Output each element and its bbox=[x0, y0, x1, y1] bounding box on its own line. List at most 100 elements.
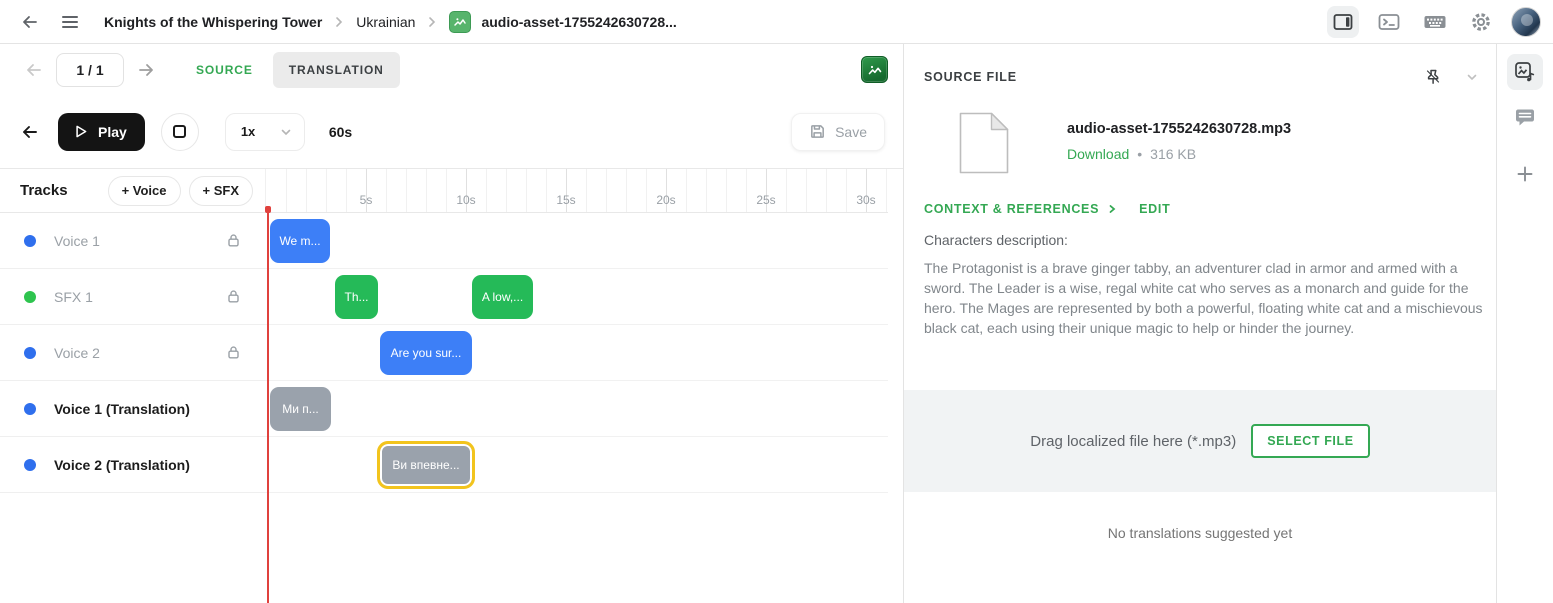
ruler-tick bbox=[766, 169, 767, 212]
player-bar: Play 1x 60s Save bbox=[0, 95, 903, 168]
tab-source[interactable]: SOURCE bbox=[196, 62, 253, 77]
timeline-clip[interactable]: Are you sur... bbox=[380, 331, 472, 375]
playhead-handle[interactable] bbox=[265, 206, 271, 213]
file-size: 316 KB bbox=[1150, 146, 1197, 162]
edit-link[interactable]: EDIT bbox=[1139, 202, 1171, 216]
chevron-right-icon bbox=[425, 15, 439, 29]
speed-value: 1x bbox=[240, 124, 256, 139]
topbar-actions bbox=[1327, 5, 1541, 38]
ruler-label: 25s bbox=[756, 193, 776, 207]
menu-icon[interactable] bbox=[54, 6, 86, 38]
side-panel-toggle-button[interactable] bbox=[1327, 5, 1359, 38]
prev-page-button[interactable] bbox=[22, 58, 46, 82]
select-file-button[interactable]: SELECT FILE bbox=[1251, 424, 1370, 458]
play-label: Play bbox=[98, 123, 127, 140]
ruler-label: 30s bbox=[856, 193, 876, 207]
comments-tab[interactable] bbox=[1507, 100, 1543, 136]
stop-button[interactable] bbox=[160, 112, 199, 151]
keyboard-icon[interactable] bbox=[1419, 6, 1451, 38]
file-drop-zone[interactable]: Drag localized file here (*.mp3) SELECT … bbox=[904, 390, 1496, 492]
breadcrumb-asset[interactable]: audio-asset-1755242630728... bbox=[481, 13, 677, 30]
stop-icon bbox=[173, 125, 187, 138]
right-rail bbox=[1496, 44, 1553, 603]
playhead[interactable] bbox=[265, 206, 271, 603]
track-row[interactable]: Voice 1 bbox=[0, 213, 265, 269]
characters-description-label: Characters description: bbox=[924, 232, 1068, 248]
add-sfx-button[interactable]: + SFX bbox=[188, 175, 253, 206]
next-page-button[interactable] bbox=[134, 58, 158, 82]
play-icon bbox=[76, 125, 87, 138]
playback-speed-select[interactable]: 1x bbox=[224, 112, 305, 151]
track-color-dot bbox=[24, 402, 36, 415]
duration-label: 60s bbox=[328, 123, 353, 140]
pin-icon[interactable] bbox=[1424, 68, 1442, 86]
ruler-tick bbox=[426, 169, 427, 212]
separator: • bbox=[1137, 146, 1143, 162]
timeline-clip[interactable]: Th... bbox=[335, 275, 378, 319]
timeline-clip[interactable]: Ви впевне... bbox=[377, 441, 475, 489]
breadcrumb-language[interactable]: Ukrainian bbox=[356, 13, 416, 30]
timeline-lane[interactable] bbox=[265, 213, 888, 269]
add-voice-button[interactable]: + Voice bbox=[107, 175, 181, 206]
asset-thumbnail-icon[interactable] bbox=[861, 56, 888, 83]
track-list: Voice 1 SFX 1 Voice 2 Voice 1 (Translation)… bbox=[0, 213, 265, 493]
timeline-ruler[interactable]: 5s 10s 15s 20s 25s 30s bbox=[265, 169, 888, 213]
save-icon bbox=[811, 125, 825, 138]
timeline-clip[interactable]: Ми п... bbox=[270, 387, 331, 431]
save-button[interactable]: Save bbox=[791, 112, 885, 151]
tracks-title: Tracks bbox=[20, 182, 68, 199]
timeline-lane[interactable] bbox=[265, 437, 888, 493]
track-row[interactable]: Voice 2 bbox=[0, 325, 265, 381]
play-button[interactable]: Play bbox=[58, 112, 145, 151]
ruler-tick bbox=[886, 169, 887, 212]
add-panel-button[interactable] bbox=[1515, 164, 1535, 184]
track-color-dot bbox=[24, 290, 36, 303]
ruler-tick bbox=[366, 169, 367, 212]
context-references-link[interactable]: CONTEXT & REFERENCES bbox=[924, 202, 1100, 216]
save-label: Save bbox=[835, 123, 867, 140]
media-audio-tab[interactable] bbox=[1507, 54, 1543, 90]
collapse-chevron-icon[interactable] bbox=[1466, 71, 1478, 83]
track-color-dot bbox=[24, 458, 36, 471]
timeline-canvas[interactable]: 5s 10s 15s 20s 25s 30s We m... Th... A low,... A… bbox=[265, 169, 903, 603]
gear-icon[interactable] bbox=[1465, 6, 1497, 38]
back-to-start-button[interactable] bbox=[20, 122, 40, 142]
ruler-tick bbox=[586, 169, 587, 212]
ruler-tick bbox=[506, 169, 507, 212]
ruler-tick bbox=[546, 169, 547, 212]
drop-hint: Drag localized file here (*.mp3) bbox=[1030, 432, 1237, 450]
editor-area: 1 / 1 SOURCE TRANSLATION Play bbox=[0, 44, 904, 603]
track-row[interactable]: SFX 1 bbox=[0, 269, 265, 325]
ruler-tick bbox=[566, 169, 567, 212]
track-row[interactable]: Voice 2 (Translation) bbox=[0, 437, 265, 493]
breadcrumb-project[interactable]: Knights of the Whispering Tower bbox=[104, 13, 323, 30]
ruler-tick bbox=[606, 169, 607, 212]
top-bar: Knights of the Whispering Tower Ukrainia… bbox=[0, 0, 1553, 44]
lock-icon[interactable] bbox=[226, 233, 241, 248]
back-icon[interactable] bbox=[14, 6, 46, 38]
timeline-lane[interactable] bbox=[265, 269, 888, 325]
timeline-lane[interactable] bbox=[265, 381, 888, 437]
track-name: Voice 2 (Translation) bbox=[54, 456, 190, 473]
no-translations-text: No translations suggested yet bbox=[1107, 525, 1293, 541]
timeline-lanes bbox=[265, 213, 888, 493]
ruler-tick bbox=[346, 169, 347, 212]
track-row[interactable]: Voice 1 (Translation) bbox=[0, 381, 265, 437]
timeline-clip[interactable]: A low,... bbox=[472, 275, 533, 319]
terminal-icon[interactable] bbox=[1373, 6, 1405, 38]
lock-icon[interactable] bbox=[226, 289, 241, 304]
lock-icon[interactable] bbox=[226, 345, 241, 360]
tab-translation[interactable]: TRANSLATION bbox=[272, 51, 400, 88]
track-color-dot bbox=[24, 346, 36, 359]
ruler-tick bbox=[686, 169, 687, 212]
avatar[interactable] bbox=[1511, 6, 1541, 37]
sub-toolbar: 1 / 1 SOURCE TRANSLATION bbox=[0, 44, 903, 95]
tracks-column: Tracks + Voice + SFX Voice 1 SFX 1 Voice 2… bbox=[0, 169, 265, 603]
timeline-clip[interactable]: We m... bbox=[270, 219, 330, 263]
ruler-tick bbox=[286, 169, 287, 212]
download-link[interactable]: Download bbox=[1067, 146, 1130, 162]
ruler-tick bbox=[406, 169, 407, 212]
breadcrumb: Knights of the Whispering Tower Ukrainia… bbox=[104, 10, 677, 33]
timeline-lane[interactable] bbox=[265, 325, 888, 381]
timeline-area: Tracks + Voice + SFX Voice 1 SFX 1 Voice 2… bbox=[0, 168, 903, 603]
